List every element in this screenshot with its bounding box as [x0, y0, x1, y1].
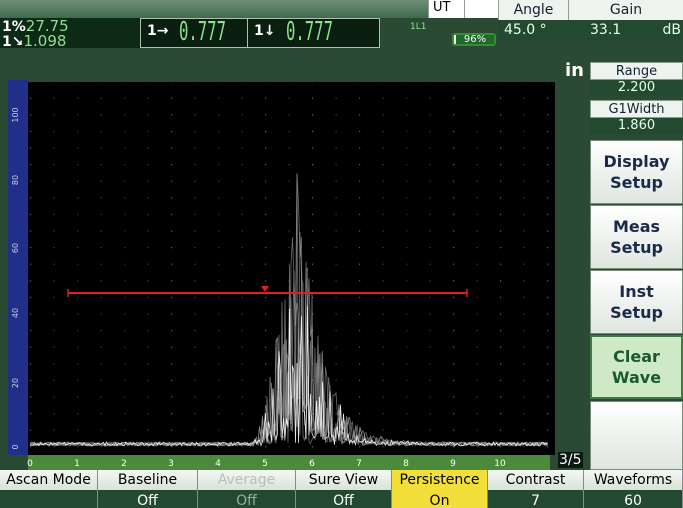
param-label[interactable]: Waveforms: [584, 470, 683, 490]
battery: 96%: [452, 33, 496, 46]
param-value: 45.0 °: [498, 20, 568, 40]
y-label: 100: [11, 107, 20, 122]
mode: UT: [428, 0, 464, 18]
param-label[interactable]: Baseline: [98, 470, 198, 490]
axis-labels: 0 1 2 3 4 5 6 7 8 9 10 100 80 60 40 20 0: [11, 107, 506, 469]
page-indicator: 3/5: [558, 452, 583, 468]
param-value[interactable]: [0, 490, 98, 508]
status-box: [464, 0, 498, 18]
x-label: 10: [494, 459, 506, 469]
x-axis-strip: [28, 455, 550, 470]
value: 45.0: [504, 22, 536, 38]
param-value[interactable]: Off: [296, 490, 392, 508]
x-label: 7: [356, 459, 362, 469]
y-label: 60: [11, 243, 20, 253]
waveform: [29, 173, 548, 448]
param-label: G1Width: [590, 100, 683, 118]
x-label: 9: [450, 459, 456, 469]
param-label: Gain: [568, 0, 683, 20]
param-value[interactable]: 60: [584, 490, 683, 508]
menu-button[interactable]: [590, 401, 683, 470]
units: in: [565, 60, 584, 81]
reading-value: 0.777: [179, 17, 226, 47]
menu-button[interactable]: Display Setup: [590, 140, 683, 204]
param-value: 1.860: [590, 118, 683, 134]
menu-button[interactable]: Clear Wave: [590, 335, 683, 399]
menu-button[interactable]: Meas Setup: [590, 205, 683, 269]
y-axis-strip: [8, 80, 28, 455]
y-label: 0: [11, 444, 20, 449]
x-label: 5: [262, 459, 268, 469]
y-label: 80: [11, 175, 20, 185]
reading-label: 1↓: [254, 23, 276, 39]
reading-label: 1%: [2, 19, 26, 35]
gate-label: 1L1: [410, 22, 427, 32]
reading-value: 27.75: [25, 17, 69, 35]
x-label: 8: [403, 459, 409, 469]
param-value[interactable]: On: [392, 490, 488, 508]
param-value[interactable]: 7: [488, 490, 584, 508]
y-label: 40: [11, 308, 20, 318]
value: 33.1: [590, 22, 622, 38]
trace: [29, 306, 548, 447]
x-label: 3: [168, 459, 174, 469]
battery-level: 96%: [456, 35, 494, 45]
x-label: 0: [27, 459, 33, 469]
reading-value: 1.098: [23, 32, 67, 50]
reading-box: 1→ 0.777: [140, 17, 248, 48]
param-value: 33.1 dB: [568, 20, 683, 40]
param-label[interactable]: Sure View: [296, 470, 392, 490]
unit: dB: [662, 22, 682, 38]
param-label: Angle: [498, 0, 568, 20]
reading-label: 1↘: [2, 34, 24, 50]
reading-panel: 1%27.75 1↘1.098: [0, 18, 140, 50]
reading: 1%27.75: [2, 18, 69, 35]
param-value: 2.200: [590, 80, 683, 96]
y-label: 20: [11, 378, 20, 388]
param-label[interactable]: Average: [198, 470, 296, 490]
menu-button[interactable]: Inst Setup: [590, 270, 683, 334]
gate-marker: [261, 286, 269, 292]
x-label: 2: [121, 459, 127, 469]
reading-value: 0.777: [286, 17, 333, 47]
param-value[interactable]: Off: [198, 490, 296, 508]
reading-label: 1→: [147, 23, 169, 39]
reading: 1↘1.098: [2, 33, 66, 50]
unit: °: [539, 22, 547, 38]
param-label: Range: [590, 62, 683, 80]
status-strip: [0, 0, 498, 18]
param-label[interactable]: Ascan Mode: [0, 470, 98, 490]
x-label: 1: [74, 459, 80, 469]
x-label: 4: [215, 459, 221, 469]
reading-box: 1↓ 0.777: [247, 17, 380, 48]
ascan: 0 1 2 3 4 5 6 7 8 9 10 100 80 60 40 20 0: [8, 80, 555, 470]
param-label[interactable]: Persistence: [392, 470, 488, 490]
param-label[interactable]: Contrast: [488, 470, 584, 490]
x-label: 6: [309, 459, 315, 469]
param-value[interactable]: Off: [98, 490, 198, 508]
